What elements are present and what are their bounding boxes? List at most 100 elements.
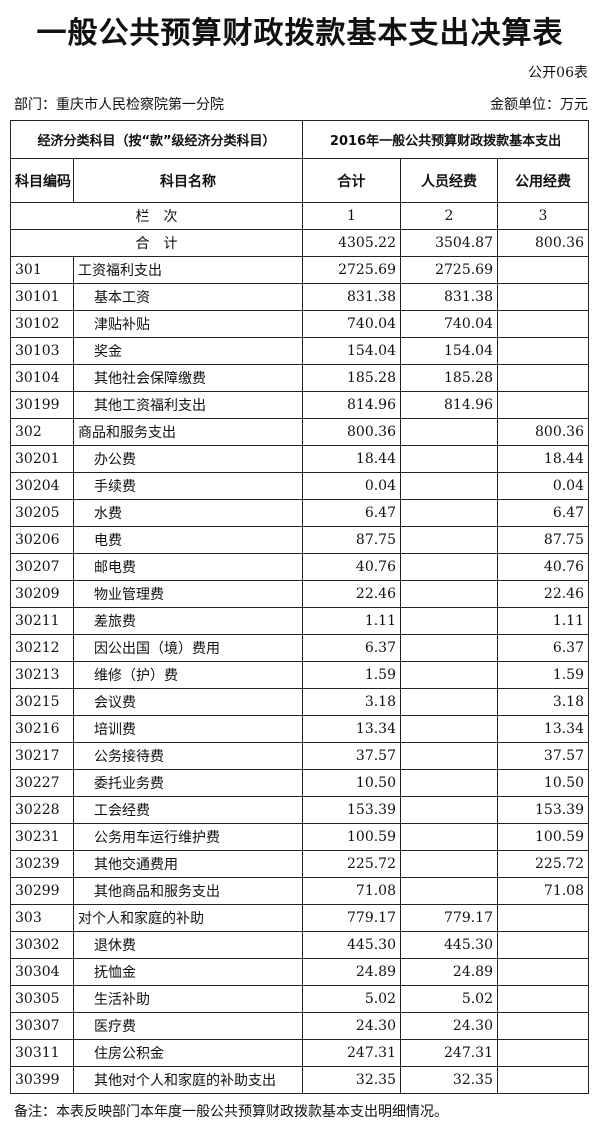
row-name: 津贴补贴 [73,310,303,338]
row-personnel [400,472,498,500]
row-personnel: 154.04 [400,337,498,365]
row-code: 30204 [10,472,74,500]
row-total: 1.59 [302,661,401,689]
row-code: 30215 [10,688,74,716]
row-name: 水费 [73,499,303,527]
table-row: 30102 津贴补贴 740.04 740.04 [10,310,589,338]
row-public: 800.36 [497,418,589,446]
table-row: 30101 基本工资 831.38 831.38 [10,283,589,311]
row-public: 22.46 [497,580,589,608]
total-label: 合 计 [10,229,303,257]
row-code: 30239 [10,850,74,878]
row-public: 37.57 [497,742,589,770]
row-total: 225.72 [302,850,401,878]
row-total: 100.59 [302,823,401,851]
row-personnel: 2725.69 [400,256,498,284]
row-personnel: 24.30 [400,1012,498,1040]
row-code: 30199 [10,391,74,419]
row-personnel [400,850,498,878]
row-name: 因公出国（境）费用 [73,634,303,662]
row-code: 30216 [10,715,74,743]
row-name: 生活补助 [73,985,303,1013]
row-personnel: 5.02 [400,985,498,1013]
row-public [497,310,589,338]
row-personnel [400,877,498,905]
row-public: 6.47 [497,499,589,527]
table-row: 30201 办公费 18.44 18.44 [10,445,589,473]
table-body: 301 工资福利支出 2725.69 2725.69 30101 基本工资 831.38 83… [10,256,589,1094]
row-total: 2725.69 [302,256,401,284]
row-total: 831.38 [302,283,401,311]
row-total: 37.57 [302,742,401,770]
row-total: 5.02 [302,985,401,1013]
row-personnel [400,769,498,797]
row-personnel [400,580,498,608]
row-personnel [400,823,498,851]
row-total: 153.39 [302,796,401,824]
row-code: 30307 [10,1012,74,1040]
row-name: 手续费 [73,472,303,500]
row-total: 24.30 [302,1012,401,1040]
header-public: 公用经费 [497,158,589,203]
row-personnel: 779.17 [400,904,498,932]
row-personnel: 185.28 [400,364,498,392]
form-number: 公开06表 [528,65,588,81]
row-total: 32.35 [302,1066,401,1094]
row-personnel [400,526,498,554]
header-row-2: 科目编码 科目名称 合计 人员经费 公用经费 [10,158,589,203]
row-personnel [400,715,498,743]
row-public [497,364,589,392]
row-personnel: 247.31 [400,1039,498,1067]
row-code: 30217 [10,742,74,770]
row-code: 30104 [10,364,74,392]
row-public [497,958,589,986]
row-public: 0.04 [497,472,589,500]
row-name: 培训费 [73,715,303,743]
row-total: 87.75 [302,526,401,554]
row-public: 1.59 [497,661,589,689]
row-name: 其他社会保障缴费 [73,364,303,392]
column-number-1: 1 [302,202,401,230]
row-name: 其他对个人和家庭的补助支出 [73,1066,303,1094]
row-code: 30305 [10,985,74,1013]
row-public: 87.75 [497,526,589,554]
row-code: 30299 [10,877,74,905]
row-code: 30211 [10,607,74,635]
row-name: 工资福利支出 [73,256,303,284]
row-personnel: 814.96 [400,391,498,419]
row-total: 740.04 [302,310,401,338]
row-name: 商品和服务支出 [73,418,303,446]
row-code: 301 [10,256,74,284]
row-name: 电费 [73,526,303,554]
row-personnel: 445.30 [400,931,498,959]
table-row: 30199 其他工资福利支出 814.96 814.96 [10,391,589,419]
row-total: 18.44 [302,445,401,473]
row-personnel [400,634,498,662]
row-total: 6.47 [302,499,401,527]
row-personnel [400,607,498,635]
row-public [497,931,589,959]
total-public: 800.36 [497,229,589,257]
page-title: 一般公共预算财政拨款基本支出决算表 [36,16,564,51]
row-total: 185.28 [302,364,401,392]
row-total: 71.08 [302,877,401,905]
row-personnel: 32.35 [400,1066,498,1094]
row-name: 医疗费 [73,1012,303,1040]
table-row: 30311 住房公积金 247.31 247.31 [10,1039,589,1067]
row-public [497,1039,589,1067]
table-row: 30305 生活补助 5.02 5.02 [10,985,589,1013]
row-name: 维修（护）费 [73,661,303,689]
row-code: 30304 [10,958,74,986]
table-row: 30399 其他对个人和家庭的补助支出 32.35 32.35 [10,1066,589,1094]
table-row: 30215 会议费 3.18 3.18 [10,688,589,716]
row-total: 814.96 [302,391,401,419]
row-name: 其他商品和服务支出 [73,877,303,905]
table-row: 303 对个人和家庭的补助 779.17 779.17 [10,904,589,932]
row-code: 30302 [10,931,74,959]
row-personnel: 740.04 [400,310,498,338]
row-public: 10.50 [497,769,589,797]
table-row: 30302 退休费 445.30 445.30 [10,931,589,959]
row-public: 18.44 [497,445,589,473]
row-code: 30228 [10,796,74,824]
row-public: 6.37 [497,634,589,662]
